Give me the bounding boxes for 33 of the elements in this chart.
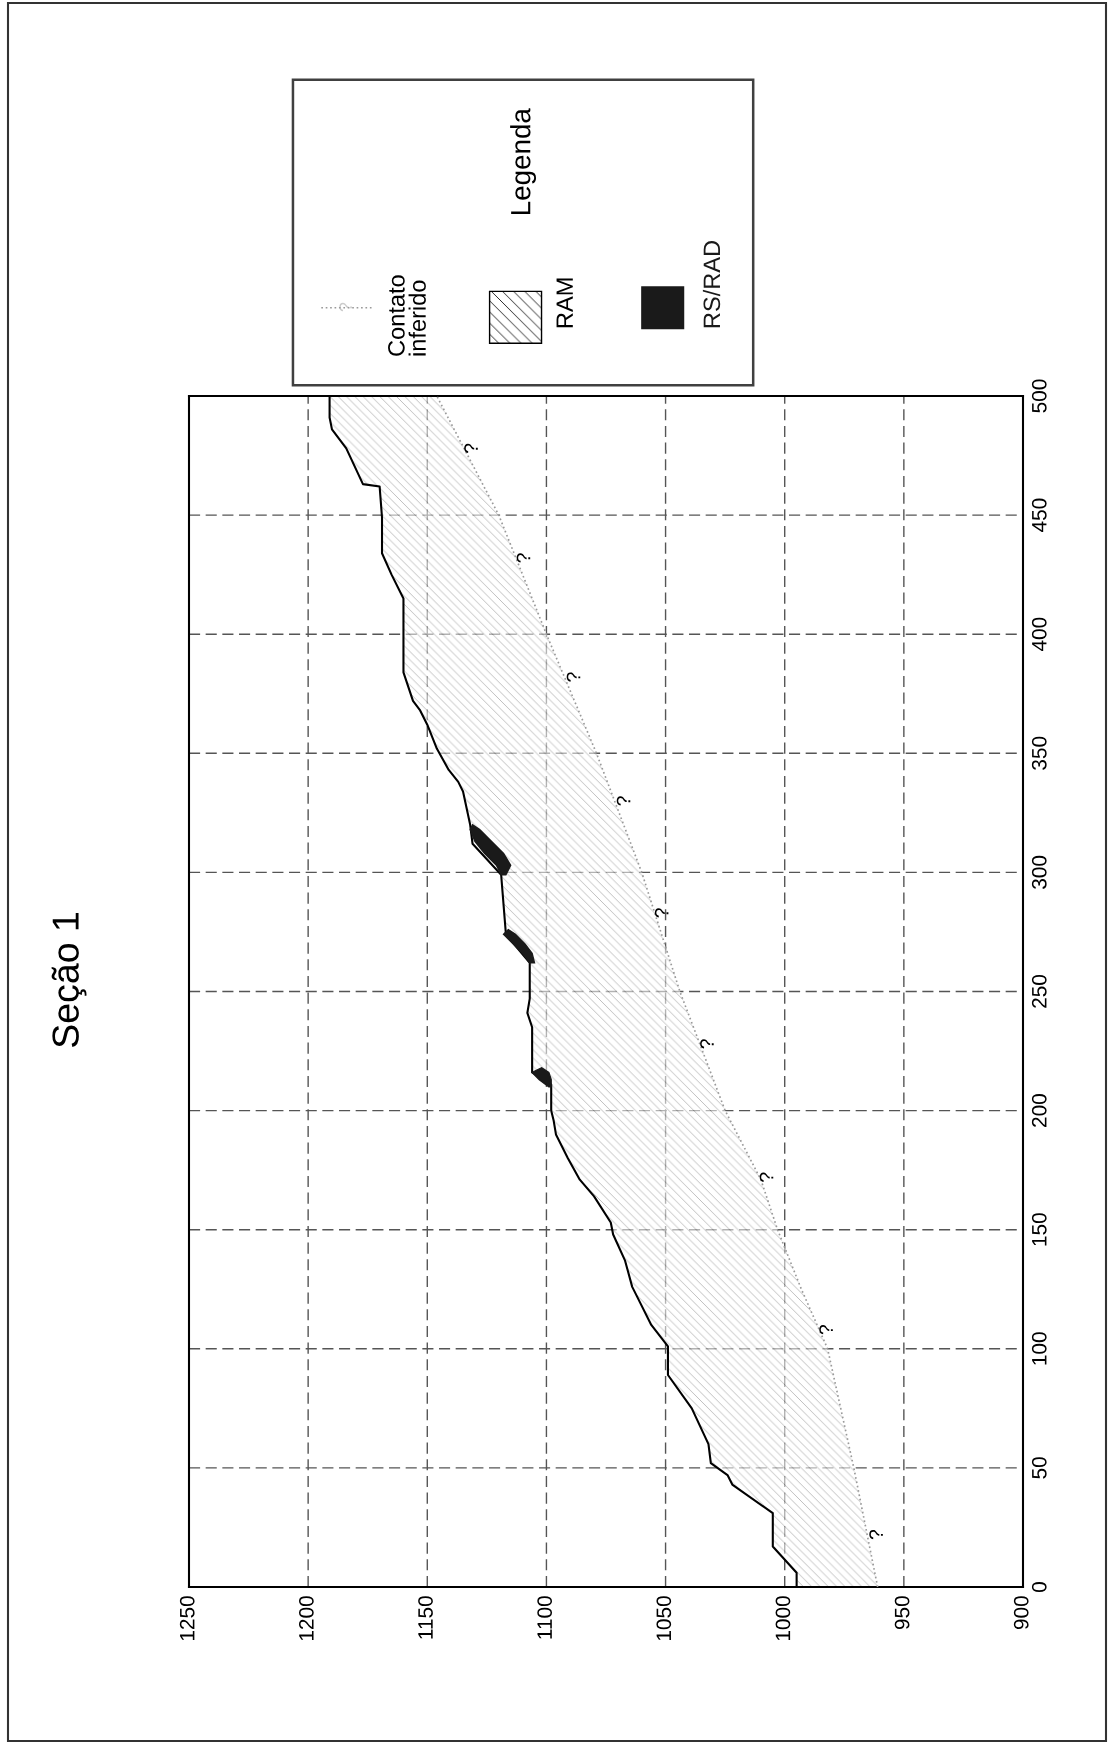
legend-label: Contato inferido [388,275,426,356]
y-tick-label: 200 [1031,1094,1047,1127]
y-tick-label: 400 [1031,617,1047,652]
annotation: ? [700,1039,714,1049]
x-tick-label: 1150 [418,1596,433,1639]
y-tick-label: 250 [1031,974,1047,1008]
x-tick-label: 950 [894,1596,910,1630]
y-tick-label: 150 [1031,1213,1047,1246]
x-tick-label: 1100 [537,1596,553,1639]
y-tick-label: 450 [1031,498,1047,532]
annotation: ? [616,796,631,806]
y-tick-label: 500 [1031,379,1047,413]
y-tick-label: 50 [1031,1457,1047,1479]
annotation: ? [464,443,478,454]
x-tick-label: 1050 [656,1596,672,1641]
y-tick-label: 100 [1031,1332,1047,1365]
x-tick-label: 900 [1013,1596,1029,1630]
annotation: ? [566,672,581,682]
x-tick-label: 1250 [179,1596,195,1641]
annotation: ? [654,908,669,918]
y-tick-label: 0 [1031,1582,1047,1592]
text: RAM [556,278,573,328]
y-tick-label: 300 [1031,855,1047,889]
legend-title: Legenda [510,108,537,214]
y-tick-label: 350 [1031,736,1047,770]
x-tick-label: 1200 [298,1596,314,1641]
annotation: ? [869,1529,883,1540]
x-tick-label: 1000 [775,1596,791,1641]
annotation: ? [759,1172,774,1182]
text: RS/RAD [702,241,721,328]
annotation: ? [819,1325,833,1335]
text: Seção 1 [51,913,87,1048]
annotation: ? [516,553,531,563]
